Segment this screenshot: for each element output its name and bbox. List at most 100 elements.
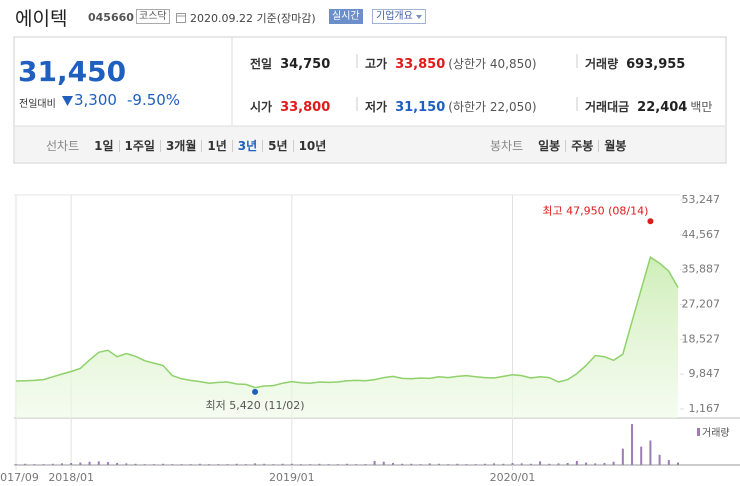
- volume-bar: [511, 462, 514, 465]
- period-tab[interactable]: 10년: [292, 139, 332, 152]
- volume-bar: [152, 464, 155, 465]
- volume-bar: [281, 463, 284, 465]
- volume-bar: [649, 440, 652, 465]
- stat-value: 34,750: [280, 57, 331, 72]
- period-tab[interactable]: 1년: [201, 139, 231, 152]
- volume-bar: [474, 464, 477, 465]
- stat-value: 693,955: [626, 57, 686, 72]
- stat-value: 33,850: [395, 57, 446, 72]
- volume-bar: [208, 464, 211, 465]
- stat: 거래대금 22,404 백만: [585, 96, 712, 115]
- volume-bar: [373, 460, 376, 465]
- volume-bar: [134, 463, 137, 465]
- volume-bar: [483, 463, 486, 465]
- volume-bar: [70, 462, 73, 465]
- volume-bar: [24, 463, 27, 465]
- stat-value: 31,150: [395, 100, 446, 115]
- change: 3,300: [74, 91, 117, 109]
- stat: 거래량 693,955: [585, 53, 685, 72]
- volume-bar: [198, 463, 201, 465]
- volume-bar: [33, 464, 36, 465]
- x-tick-label: 2019/01: [269, 471, 315, 484]
- tab-bar-bg: [15, 126, 725, 162]
- y-tick-label: 18,527: [682, 332, 721, 345]
- y-tick-label: 53,247: [682, 193, 721, 206]
- volume-bar: [15, 464, 17, 465]
- stat-label: 시가: [250, 100, 273, 114]
- price-line: [15, 256, 679, 389]
- low-label: 최저 5,420 (11/02): [206, 399, 305, 412]
- period-tab[interactable]: 1일: [94, 138, 114, 153]
- volume-bar: [79, 462, 82, 465]
- candle-tab[interactable]: 일봉: [538, 138, 561, 153]
- volume-bar: [336, 464, 339, 465]
- x-tick-label: 2020/01: [490, 471, 536, 484]
- volume-bar: [428, 463, 431, 465]
- volume-bar: [391, 462, 394, 465]
- y-tick-label: 27,207: [682, 298, 721, 311]
- period-tab[interactable]: 3년: [231, 139, 262, 152]
- stat-label: 저가: [365, 100, 388, 114]
- y-tick-label: 1,167: [689, 402, 721, 415]
- stat-label: 거래량: [585, 57, 619, 71]
- volume-bar: [272, 464, 275, 465]
- volume-bar: [300, 464, 303, 465]
- volume-bar: [401, 463, 404, 465]
- high-label: 최고 47,950 (08/14): [542, 204, 648, 217]
- volume-legend: 거래량: [702, 427, 730, 439]
- volume-bar: [60, 463, 63, 465]
- high-marker: [647, 218, 654, 225]
- volume-bar: [290, 463, 293, 465]
- volume-bar: [548, 463, 551, 465]
- volume-bar: [437, 463, 440, 465]
- candle-chart-label: 봉차트: [490, 139, 524, 153]
- volume-bar: [419, 464, 422, 465]
- volume-bar: [355, 464, 358, 465]
- volume-legend-swatch: [697, 428, 700, 436]
- volume-bar: [346, 463, 348, 465]
- volume-bar: [244, 464, 247, 465]
- stock-code: 045660: [88, 11, 134, 24]
- low-marker: [252, 388, 259, 395]
- period-tab[interactable]: 5년: [262, 139, 292, 152]
- company-info-text: 기업개요: [376, 11, 413, 22]
- volume-bar: [97, 461, 100, 465]
- volume-bar: [631, 424, 634, 465]
- period-tab[interactable]: 1주일: [118, 139, 160, 152]
- stat-note: 백만: [690, 100, 713, 114]
- period-tab[interactable]: 3개월: [159, 139, 201, 152]
- volume-bar: [42, 464, 45, 465]
- volume-bar: [162, 463, 165, 465]
- volume-bar: [382, 461, 385, 465]
- volume-bar: [520, 463, 523, 465]
- candle-tab[interactable]: 주봉: [565, 139, 598, 152]
- volume-bar: [557, 463, 560, 465]
- line-chart-label: 선차트: [46, 139, 80, 153]
- volume-bar: [658, 454, 661, 465]
- volume-bar: [529, 463, 532, 465]
- volume-bar: [502, 463, 505, 465]
- volume-bar: [575, 460, 578, 465]
- change-pct: -9.50%: [127, 91, 181, 109]
- dropdown-arrow: [415, 15, 422, 19]
- volume-bar: [594, 463, 597, 465]
- volume-bar: [226, 464, 229, 465]
- volume-bar: [189, 464, 192, 465]
- volume-bar: [116, 462, 119, 465]
- volume-bar: [143, 464, 146, 465]
- stat: 저가 31,150 (하한가 22,050): [365, 96, 537, 115]
- volume-bar: [539, 461, 542, 465]
- volume-bar: [327, 464, 330, 465]
- volume-bar: [309, 464, 312, 465]
- company-info-button[interactable]: 기업개요: [372, 9, 426, 24]
- realtime-badge[interactable]: 실시간: [329, 9, 363, 24]
- volume-bar: [106, 462, 109, 465]
- volume-bar: [447, 464, 450, 465]
- volume-bar: [585, 462, 588, 465]
- candle-tab[interactable]: 월봉: [598, 139, 631, 152]
- volume-bar: [125, 463, 128, 465]
- price: 31,450: [18, 55, 127, 88]
- volume-bar: [410, 463, 413, 465]
